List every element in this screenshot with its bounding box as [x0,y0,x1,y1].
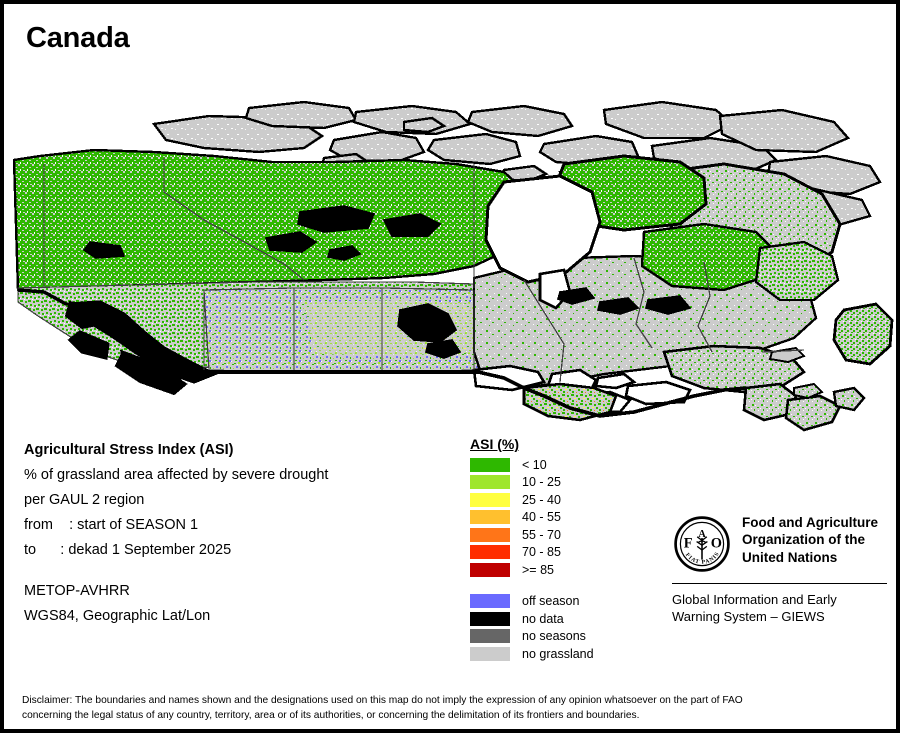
map-description: Agricultural Stress Index (ASI) % of gra… [24,442,454,633]
legend: ASI (%) < 10 10 - 25 25 - 40 40 - 55 55 - 70… [470,436,594,663]
legend-special-row: no grassland [470,645,594,663]
info-spacer [24,567,454,583]
svg-text:A: A [698,529,706,540]
vancouver-island [114,352,188,396]
border-west-coast [163,370,195,384]
legend-class-swatch [470,562,510,577]
asi-subtitle-2: per GAUL 2 region [24,492,145,508]
legend-special-swatch [470,611,510,626]
legend-class-row: 10 - 25 [470,474,594,492]
legend-title: ASI (%) [470,436,519,452]
legend-special-label: off season [522,594,580,609]
legend-special-swatch [470,629,510,644]
page-title: Canada [26,22,130,54]
border-east [477,370,747,418]
disclaimer-line-2: concerning the legal status of any count… [22,709,640,721]
disclaimer-line-1: Disclaimer: The boundaries and names sho… [22,695,743,706]
fao-organization-name: Food and Agriculture Organization of the… [742,514,878,566]
legend-special-label: no grassland [522,646,594,661]
legend-class-row: 25 - 40 [470,491,594,509]
legend-class-row: 55 - 70 [470,526,594,544]
asi-heading: Agricultural Stress Index (ASI) [24,442,234,458]
giews-line-1: Global Information and Early [672,592,837,607]
legend-class-label: 40 - 55 [522,510,561,525]
legend-special-row: no seasons [470,628,594,646]
period-to: to : dekad 1 September 2025 [24,542,232,558]
legend-class-row: < 10 [470,456,594,474]
legend-special-row: no data [470,610,594,628]
legend-class-label: 55 - 70 [522,527,561,542]
legend-class-swatch [470,492,510,507]
legend-class-swatch [470,510,510,525]
legend-special-label: no data [522,611,564,626]
fao-org-line-3: United Nations [742,549,838,565]
asi-subtitle-1: % of grassland area affected by severe d… [24,467,329,483]
legend-class-label: >= 85 [522,562,554,577]
legend-class-label: 25 - 40 [522,492,561,507]
newfoundland [832,302,894,366]
legend-class-swatch [470,545,510,560]
legend-class-row: >= 85 [470,561,594,579]
fao-divider [672,583,887,584]
fao-org-line-1: Food and Agriculture [742,515,878,530]
period-from: from : start of SEASON 1 [24,517,199,533]
haida-gwaii [64,300,104,330]
legend-class-row: 70 - 85 [470,544,594,562]
fao-logo-icon: F A O FIAT PANIS [674,516,730,572]
admin-boundaries [43,158,805,383]
legend-special-swatch [470,594,510,609]
legend-class-label: 70 - 85 [522,545,561,560]
nova-scotia [784,394,842,432]
alaska-border [17,288,70,306]
cape-breton [832,386,866,412]
legend-class-list: < 10 10 - 25 25 - 40 40 - 55 55 - 70 70 - 85 >… [470,456,594,579]
legend-special-swatch [470,646,510,661]
projection-label: WGS84, Geographic Lat/Lon [24,608,211,624]
fao-branding: F A O FIAT PANIS Food and Agriculture Or… [672,514,887,626]
disclaimer: Disclaimer: The boundaries and names sho… [22,694,884,724]
map-layer-landmass [12,100,894,432]
legend-class-label: 10 - 25 [522,475,561,490]
southern-ontario [522,382,618,422]
inland-lakes [82,205,692,359]
legend-special-label: no seasons [522,629,586,644]
fao-org-line-2: Organization of the [742,532,865,548]
legend-spacer [470,579,594,593]
legend-class-swatch [470,475,510,490]
legend-class-swatch [470,527,510,542]
giews-programme: Global Information and Early Warning Sys… [672,592,887,626]
legend-class-row: 40 - 55 [470,509,594,527]
svg-text:F: F [684,536,693,552]
legend-special-list: off season no data no seasons no grassland [470,593,594,663]
legend-class-swatch [470,457,510,472]
canada-asi-map [4,52,896,437]
st-lawrence-quebec [662,344,806,394]
pei [793,382,824,400]
labrador-green [754,240,840,302]
legend-special-row: off season [470,593,594,611]
legend-class-label: < 10 [522,457,547,472]
svg-text:O: O [711,536,722,552]
giews-line-2: Warning System – GIEWS [672,608,825,624]
sensor-label: METOP-AVHRR [24,583,130,599]
